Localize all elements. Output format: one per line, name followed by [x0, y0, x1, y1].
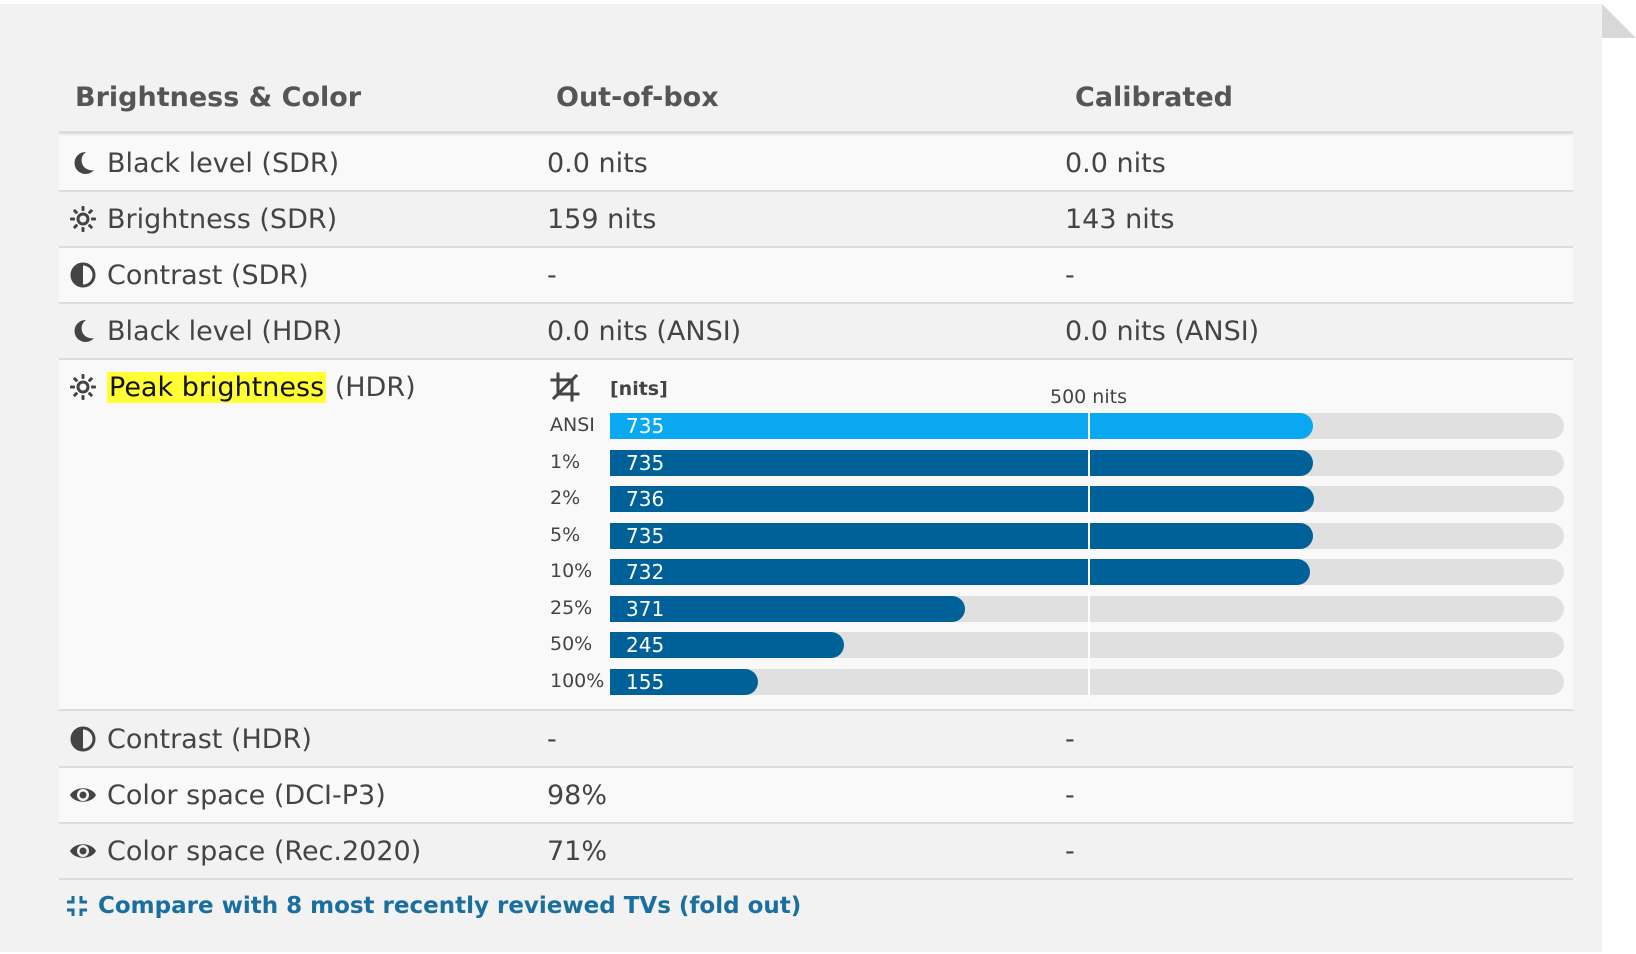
peak-brightness-suffix: (HDR) [326, 372, 416, 403]
bar-50pct: 245 [610, 632, 845, 658]
bar-100pct: 155 [610, 668, 759, 695]
bar-track: 735 [610, 413, 1564, 439]
table-row: Color space (Rec.2020) 71% - [59, 824, 1573, 880]
table-row: Black level (HDR) 0.0 nits (ANSI) 0.0 ni… [59, 304, 1573, 360]
row-label: Color space (DCI-P3) [107, 780, 386, 811]
row-calibrated-value: 0.0 nits (ANSI) [1065, 316, 1260, 347]
row-out-of-box-value: - [547, 260, 557, 291]
eye-icon [70, 844, 96, 858]
table-row: Contrast (HDR) - - [59, 712, 1573, 768]
contrast-icon [70, 726, 96, 752]
chart-unit-label: [nits] [610, 378, 668, 400]
bar-category-label: 5% [550, 523, 581, 546]
row-label: Black level (HDR) [107, 316, 343, 347]
bar-category-label: 2% [550, 487, 581, 509]
page-corner-fold [1602, 4, 1636, 38]
row-calibrated-value: - [1065, 260, 1075, 291]
sun-icon [70, 206, 96, 232]
row-label: Color space (Rec.2020) [107, 836, 422, 867]
row-label: Brightness (SDR) [107, 204, 338, 235]
bar-10pct: 732 [610, 559, 1310, 585]
eye-icon [70, 788, 96, 802]
row-out-of-box-value: 159 nits [547, 204, 657, 235]
bar-category-label: 1% [550, 450, 581, 473]
bar-track: 732 [610, 559, 1564, 585]
reference-line-label: 500 nits [1050, 386, 1127, 408]
bar-25pct: 371 [610, 595, 965, 622]
row-out-of-box-value: 0.0 nits (ANSI) [547, 316, 742, 347]
moon-icon [74, 151, 94, 174]
search-highlight: Peak brightness [107, 372, 327, 403]
bar-value-label: 245 [626, 633, 665, 657]
row-calibrated-value: - [1065, 836, 1075, 867]
bar-2pct: 736 [610, 486, 1314, 512]
bar-category-label: ANSI [550, 414, 595, 436]
bar-ansi: 735 [610, 413, 1313, 439]
reference-line-500 [1088, 413, 1090, 698]
bar-value-label: 732 [626, 560, 665, 584]
bar-value-label: 736 [626, 487, 665, 511]
table-row: Color space (DCI-P3) 98% - [59, 768, 1573, 824]
table-header: Brightness & Color Out-of-box Calibrated [59, 72, 1573, 134]
moon-icon [74, 319, 94, 342]
row-label: Black level (SDR) [107, 148, 340, 179]
bar-track: 371 [610, 595, 1564, 622]
row-label: Contrast (HDR) [107, 724, 312, 755]
row-out-of-box-value: - [547, 724, 557, 755]
table-row: Black level (SDR) 0.0 nits 0.0 nits [59, 136, 1573, 192]
compare-tvs-link-label: Compare with 8 most recently reviewed TV… [98, 893, 802, 919]
header-metric: Brightness & Color [75, 82, 362, 113]
row-calibrated-value: 143 nits [1065, 204, 1175, 235]
bar-category-label: 100% [550, 669, 605, 692]
row-calibrated-value: - [1065, 724, 1075, 755]
row-out-of-box-value: 98% [547, 780, 608, 811]
peak-brightness-label: Peak brightness (HDR) [107, 372, 416, 403]
bar-1pct: 735 [610, 449, 1313, 476]
bar-track: 155 [610, 668, 1564, 695]
bar-track: 735 [610, 449, 1564, 476]
sun-icon [70, 374, 96, 400]
bar-value-label: 371 [626, 596, 665, 621]
bar-value-label: 735 [626, 523, 665, 548]
table-row: Brightness (SDR) 159 nits 143 nits [59, 192, 1573, 248]
row-out-of-box-value: 0.0 nits [547, 148, 648, 179]
bar-5pct: 735 [610, 522, 1313, 549]
row-label: Contrast (SDR) [107, 260, 309, 291]
bar-category-label: 25% [550, 596, 593, 619]
bar-value-label: 735 [626, 450, 665, 475]
bar-track: 735 [610, 522, 1564, 549]
bar-track: 736 [610, 486, 1564, 512]
bar-category-label: 50% [550, 633, 593, 655]
contrast-icon [70, 262, 96, 288]
bar-track: 245 [610, 632, 1564, 658]
header-out-of-box: Out-of-box [556, 82, 719, 113]
bar-category-label: 10% [550, 560, 593, 582]
table-row: Contrast (SDR) - - [59, 248, 1573, 304]
crop-icon [550, 372, 580, 402]
bar-value-label: 155 [626, 669, 665, 694]
bar-value-label: 735 [626, 414, 665, 438]
collapse-icon [67, 896, 87, 916]
row-calibrated-value: 0.0 nits [1065, 148, 1166, 179]
header-calibrated: Calibrated [1075, 82, 1233, 113]
row-out-of-box-value: 71% [547, 836, 608, 867]
row-calibrated-value: - [1065, 780, 1075, 811]
compare-tvs-link[interactable]: Compare with 8 most recently reviewed TV… [66, 893, 801, 919]
